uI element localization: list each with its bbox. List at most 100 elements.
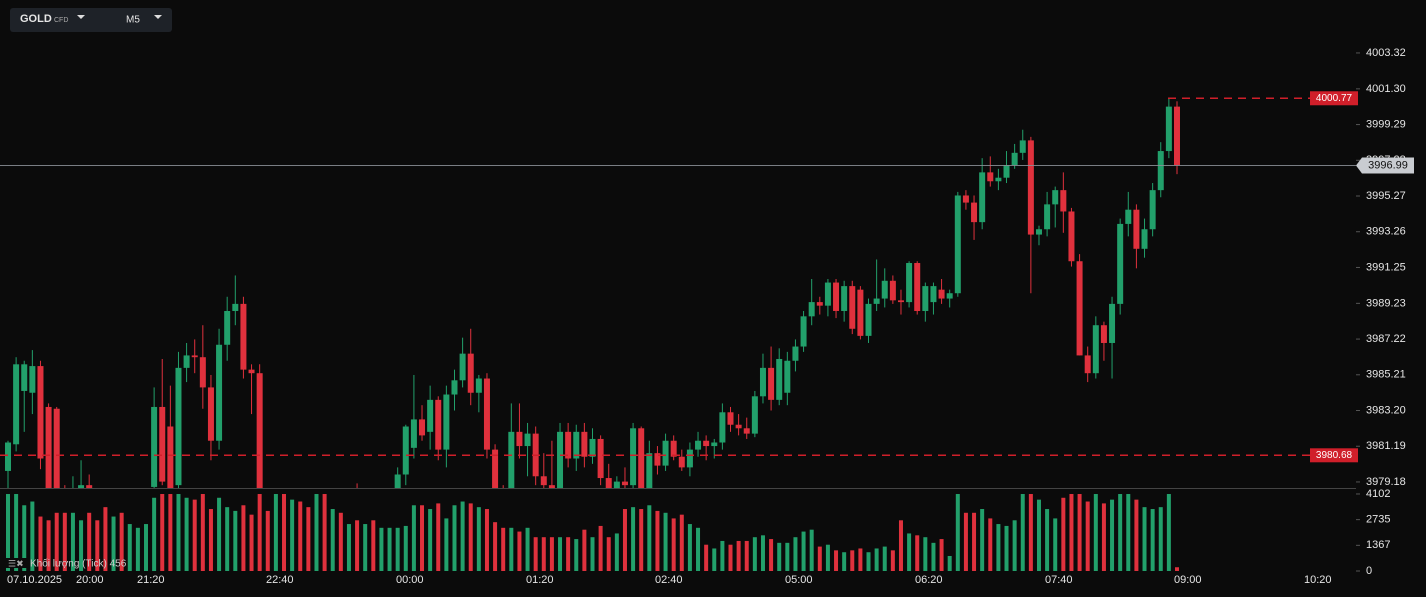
volume-bar — [160, 494, 165, 571]
volume-bar — [801, 531, 806, 571]
volume-bar — [46, 520, 51, 571]
candle-body — [443, 394, 450, 450]
volume-bar — [1004, 525, 1009, 571]
candle-body — [557, 431, 564, 488]
x-tick-label: 06:20 — [915, 574, 943, 586]
volume-bar — [728, 544, 733, 571]
volume-bar — [119, 512, 124, 571]
volume-bar — [460, 501, 465, 571]
x-tick-label: 20:00 — [76, 574, 104, 586]
volume-bar — [898, 520, 903, 571]
volume-bar — [200, 494, 205, 571]
volume-bar — [517, 531, 522, 571]
x-tick-label: 09:00 — [1174, 574, 1202, 586]
candle-body — [962, 195, 969, 203]
candle-body — [78, 485, 85, 488]
volume-bar — [671, 518, 676, 571]
candle-body — [1060, 190, 1067, 212]
volume-bar — [282, 494, 287, 571]
candle-body — [207, 387, 214, 441]
candle-body — [1117, 223, 1124, 304]
volume-bar — [484, 509, 489, 571]
volume-bar — [882, 546, 887, 571]
candle-body — [1173, 106, 1180, 166]
candle-body — [873, 298, 880, 304]
volume-bar — [1110, 499, 1115, 571]
candle-body — [630, 428, 637, 486]
candle-body — [435, 399, 442, 450]
y-tick-label: 3981.19 — [1366, 440, 1406, 452]
candle-body — [516, 431, 523, 447]
candle-body — [816, 302, 823, 306]
symbol-box[interactable] — [10, 8, 172, 32]
volume-bar — [371, 520, 376, 571]
candle-body — [800, 316, 807, 347]
candle-body — [735, 424, 742, 429]
x-tick-label: 10:20 — [1304, 574, 1332, 586]
volume-bar — [135, 527, 140, 571]
candle-body — [792, 346, 799, 361]
candle-body — [492, 449, 499, 488]
candle-body — [784, 360, 791, 393]
candle-body — [548, 485, 555, 488]
volume-bar — [1126, 494, 1131, 571]
y-tick-label: 3999.29 — [1366, 118, 1406, 130]
volume-bar — [1061, 497, 1066, 571]
volume-bar — [549, 537, 554, 571]
candle-body — [565, 431, 572, 459]
volume-bar — [338, 512, 343, 571]
candle-body — [654, 453, 661, 466]
volume-bar — [273, 494, 278, 571]
volume-bar — [752, 537, 757, 571]
candle-body — [1027, 140, 1034, 235]
candle-body — [954, 195, 961, 294]
price-line-tag — [1310, 448, 1358, 463]
volume-bar — [1020, 494, 1025, 571]
x-tick-label: 22:40 — [266, 574, 294, 586]
volume-bar — [468, 503, 473, 571]
y-tick-label: 3983.20 — [1366, 404, 1406, 416]
volume-bar — [257, 494, 262, 571]
candle-body — [248, 369, 255, 374]
volume-bar — [95, 520, 100, 571]
y-tick-label: 3979.18 — [1366, 476, 1406, 488]
candle-body — [759, 367, 766, 397]
candle-body — [646, 453, 653, 488]
candle-body — [5, 442, 11, 471]
volume-bar — [192, 499, 197, 571]
candle-body — [938, 289, 945, 299]
volume-bar — [265, 510, 270, 571]
volume-bar — [176, 494, 181, 571]
candle-body — [45, 406, 52, 488]
candle-body — [1141, 229, 1148, 249]
volume-bar — [509, 527, 514, 571]
candle-body — [508, 431, 515, 488]
volume-bar — [168, 494, 173, 571]
candle-body — [86, 485, 93, 488]
volume-bar — [720, 540, 725, 571]
volume-bar — [395, 527, 400, 571]
candle-body — [394, 474, 401, 488]
price-line-label: 3980.68 — [1316, 450, 1353, 461]
candle-body — [1068, 211, 1075, 262]
timeframe: M5 — [126, 15, 140, 26]
volume-bar — [363, 524, 368, 571]
volume-bar — [346, 524, 351, 571]
volume-bar — [606, 537, 611, 571]
volume-bar — [1101, 503, 1106, 571]
volume-bar — [1134, 499, 1139, 571]
candle-body — [768, 367, 775, 400]
price-line-label: 4000.77 — [1316, 93, 1353, 104]
symbol: GOLD — [20, 13, 52, 25]
volume-bar — [1045, 509, 1050, 571]
candle-body — [711, 442, 718, 447]
volume-bar — [436, 503, 441, 571]
volume-bar — [217, 497, 222, 571]
volume-bar — [785, 542, 790, 571]
x-tick-label: 21:20 — [137, 574, 165, 586]
candle-body — [1157, 151, 1164, 191]
candle-body — [1100, 325, 1107, 343]
volume-bar — [87, 512, 92, 571]
